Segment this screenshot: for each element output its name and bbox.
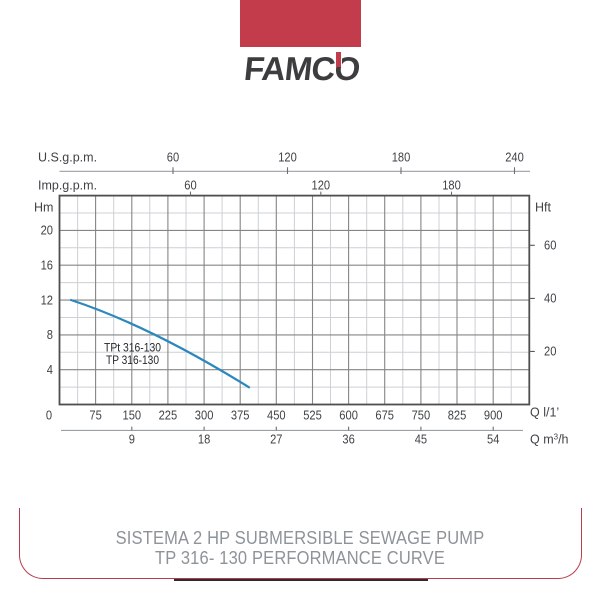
svg-text:27: 27 [270, 432, 282, 446]
svg-text:45: 45 [415, 432, 427, 446]
svg-text:20: 20 [544, 345, 556, 359]
svg-text:60: 60 [544, 239, 556, 253]
svg-text:54: 54 [487, 432, 499, 446]
svg-text:300: 300 [195, 409, 214, 423]
svg-text:120: 120 [278, 151, 297, 165]
svg-text:240: 240 [505, 151, 524, 165]
svg-text:4: 4 [47, 363, 53, 377]
svg-text:Imp.g.p.m.: Imp.g.p.m. [38, 178, 97, 192]
svg-text:20: 20 [41, 224, 53, 238]
svg-text:900: 900 [484, 409, 503, 423]
svg-text:75: 75 [89, 409, 101, 423]
svg-text:180: 180 [442, 178, 461, 192]
svg-text:40: 40 [544, 292, 556, 306]
svg-text:825: 825 [448, 409, 467, 423]
svg-text:600: 600 [339, 409, 358, 423]
svg-text:Q m3/h: Q m3/h [530, 432, 569, 446]
svg-text:450: 450 [267, 409, 286, 423]
svg-text:8: 8 [47, 328, 53, 342]
svg-text:16: 16 [41, 259, 53, 273]
svg-text:120: 120 [312, 178, 331, 192]
svg-text:Hm: Hm [34, 201, 53, 215]
svg-text:180: 180 [392, 151, 411, 165]
svg-text:36: 36 [342, 432, 354, 446]
svg-text:U.S.g.p.m.: U.S.g.p.m. [38, 151, 97, 165]
svg-text:675: 675 [375, 409, 394, 423]
svg-text:12: 12 [41, 293, 53, 307]
svg-text:Q l/1’: Q l/1’ [530, 406, 559, 420]
svg-text:9: 9 [129, 432, 135, 446]
svg-text:375: 375 [231, 409, 250, 423]
svg-text:60: 60 [184, 178, 196, 192]
svg-text:750: 750 [412, 409, 431, 423]
svg-text:TPt 316-130: TPt 316-130 [104, 342, 161, 354]
svg-text:150: 150 [123, 409, 142, 423]
svg-text:525: 525 [303, 409, 322, 423]
svg-text:60: 60 [167, 151, 179, 165]
svg-text:225: 225 [159, 409, 178, 423]
svg-text:18: 18 [198, 432, 210, 446]
svg-text:0: 0 [46, 409, 52, 423]
svg-text:Hft: Hft [535, 201, 552, 215]
svg-text:TP 316-130: TP 316-130 [106, 355, 159, 367]
